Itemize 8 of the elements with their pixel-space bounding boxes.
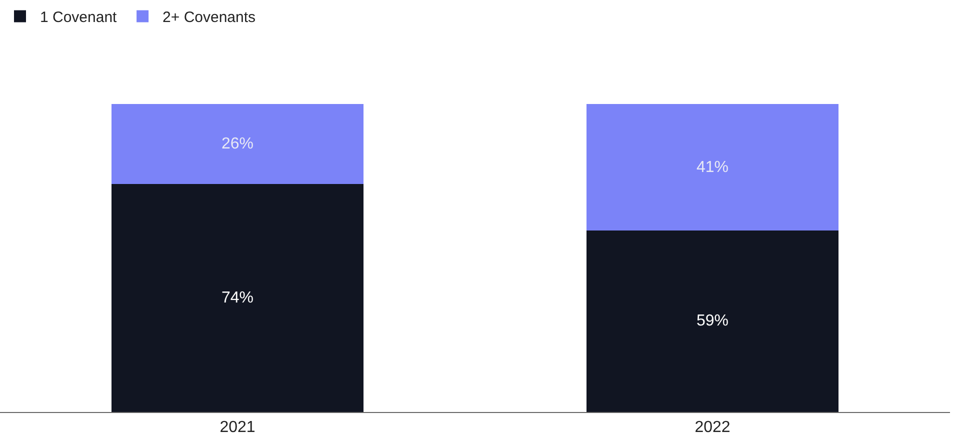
legend-label: 1 Covenant xyxy=(40,9,118,26)
x-tick-label: 2022 xyxy=(694,419,730,436)
legend-label: 2+ Covenants xyxy=(162,9,256,26)
data-label: 41% xyxy=(696,158,729,176)
data-label: 74% xyxy=(221,290,254,307)
data-label: 26% xyxy=(221,136,254,153)
x-tick-label: 2021 xyxy=(220,419,256,436)
data-label: 59% xyxy=(696,312,729,330)
